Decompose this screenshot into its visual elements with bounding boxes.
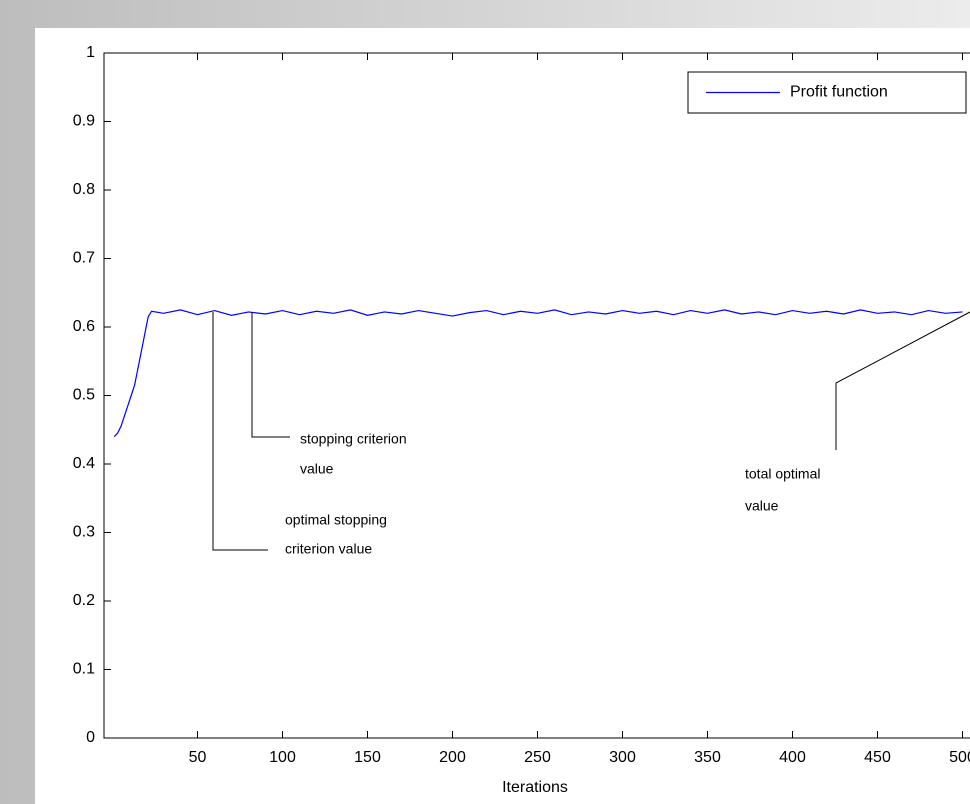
y-tick-label: 0.9 bbox=[73, 113, 95, 130]
x-tick-label: 450 bbox=[864, 749, 891, 766]
data-line bbox=[113, 309, 963, 438]
annotation: total optimal bbox=[745, 466, 820, 482]
y-tick-label: 0.8 bbox=[73, 181, 95, 198]
x-tick-label: 250 bbox=[524, 749, 551, 766]
x-tick-label: 300 bbox=[609, 749, 636, 766]
y-tick-label: 0.6 bbox=[73, 318, 95, 335]
annotation: value bbox=[745, 498, 779, 514]
leader-line bbox=[835, 311, 970, 450]
x-tick-label: 350 bbox=[694, 749, 721, 766]
y-tick-label: 0.1 bbox=[73, 661, 95, 678]
annotation: criterion value bbox=[285, 541, 372, 557]
y-tick-label: 0.2 bbox=[73, 592, 95, 609]
legend-label: Profit function bbox=[790, 84, 888, 101]
y-tick-label: 0.4 bbox=[73, 455, 95, 472]
y-tick-label: 0.7 bbox=[73, 250, 95, 267]
axes-box bbox=[103, 52, 970, 739]
leader-line bbox=[251, 312, 290, 438]
x-tick-label: 400 bbox=[779, 749, 806, 766]
x-tick-label: 500 bbox=[949, 749, 970, 766]
annotation: stopping criterion bbox=[300, 431, 407, 447]
leader-line bbox=[212, 312, 268, 551]
y-tick-label: 0.3 bbox=[73, 524, 95, 541]
annotation: value bbox=[300, 461, 334, 477]
x-tick-label: 50 bbox=[189, 749, 207, 766]
x-tick-label: 200 bbox=[439, 749, 466, 766]
y-tick-label: 1 bbox=[86, 44, 95, 61]
x-axis-label: Iterations bbox=[502, 779, 568, 796]
figure-area bbox=[35, 28, 970, 804]
x-tick-label: 150 bbox=[354, 749, 381, 766]
x-tick-label: 100 bbox=[269, 749, 296, 766]
y-tick-label: 0.5 bbox=[73, 387, 95, 404]
annotation: optimal stopping bbox=[285, 512, 387, 528]
y-tick-label: 0 bbox=[86, 729, 95, 746]
